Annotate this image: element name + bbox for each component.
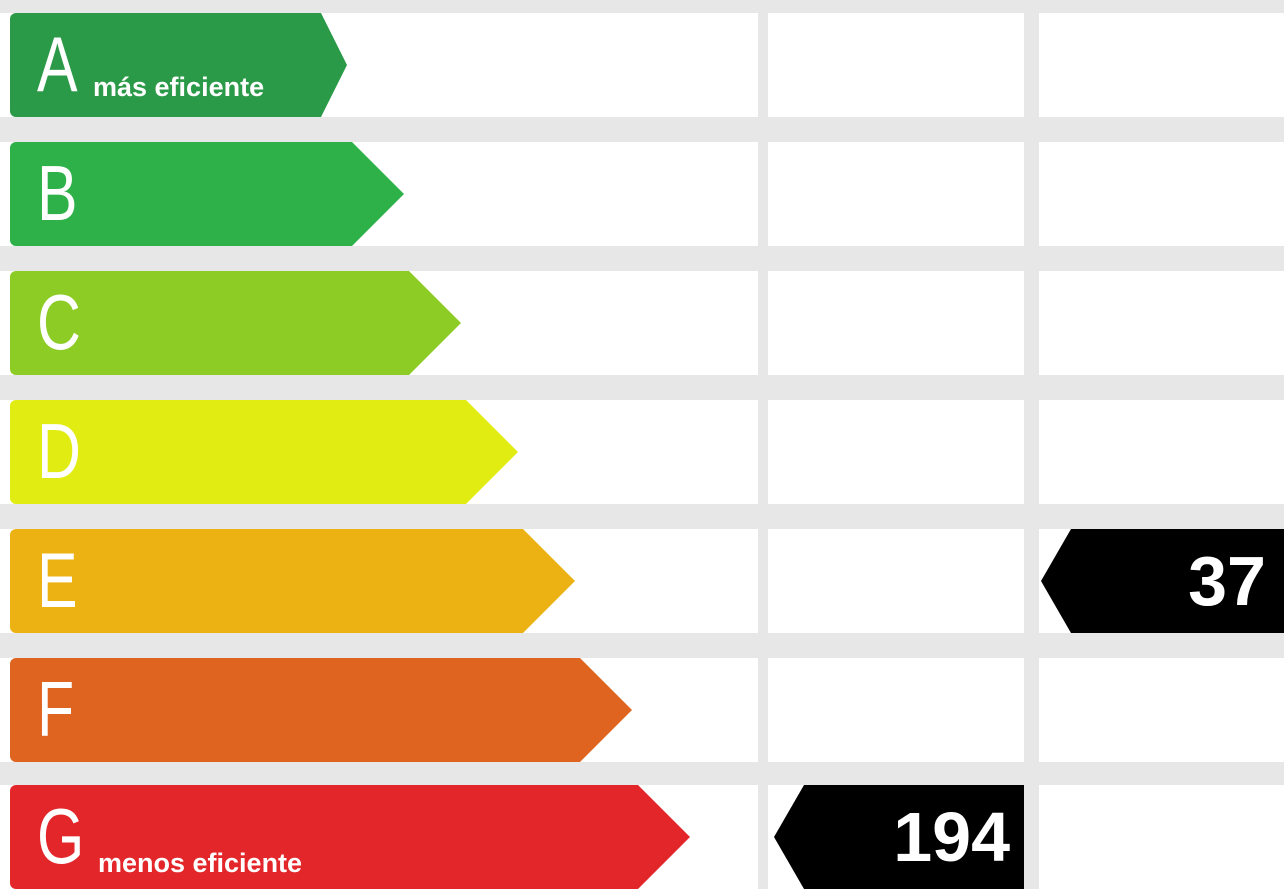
- column-1-cell: [768, 142, 1024, 246]
- rating-indicator-column-1: 194: [774, 785, 1024, 889]
- indicator-value: 194: [893, 798, 1010, 876]
- rating-letter-c: C: [37, 278, 81, 366]
- rating-letter-e: E: [37, 536, 78, 624]
- rating-arrow-d: D: [10, 400, 518, 504]
- rating-row-e: E 37: [0, 529, 1284, 633]
- rating-arrow-a: A más eficiente: [10, 13, 347, 117]
- rating-note-best: más eficiente: [93, 72, 265, 102]
- column-1-cell: [768, 13, 1024, 117]
- rating-indicator-column-2: 37: [1041, 529, 1284, 633]
- rating-note-worst: menos eficiente: [98, 848, 303, 878]
- rating-row-d: D: [0, 400, 1284, 504]
- column-2-cell: [1039, 271, 1284, 375]
- rating-arrow-b: B: [10, 142, 404, 246]
- column-2-cell: [1039, 658, 1284, 762]
- column-2-cell: [1039, 13, 1284, 117]
- rating-arrow-f: F: [10, 658, 632, 762]
- rating-row-f: F: [0, 658, 1284, 762]
- rating-letter-b: B: [37, 149, 78, 237]
- column-1-cell: [768, 271, 1024, 375]
- column-2-cell: [1039, 785, 1284, 889]
- rating-letter-d: D: [37, 407, 81, 495]
- rating-letter-g: G: [37, 792, 85, 880]
- rating-arrow-g: G menos eficiente: [10, 785, 690, 889]
- rating-letter-f: F: [37, 665, 75, 753]
- column-2-cell: [1039, 142, 1284, 246]
- rating-row-g: G menos eficiente 194: [0, 785, 1284, 889]
- rating-row-c: C: [0, 271, 1284, 375]
- column-1-cell: [768, 658, 1024, 762]
- rating-arrow-c: C: [10, 271, 461, 375]
- rating-arrow-e: E: [10, 529, 575, 633]
- rating-row-b: B: [0, 142, 1284, 246]
- indicator-value: 37: [1188, 542, 1266, 620]
- column-1-cell: [768, 400, 1024, 504]
- rating-letter-a: A: [37, 20, 78, 108]
- rating-row-a: A más eficiente: [0, 13, 1284, 117]
- column-1-cell: [768, 529, 1024, 633]
- column-2-cell: [1039, 400, 1284, 504]
